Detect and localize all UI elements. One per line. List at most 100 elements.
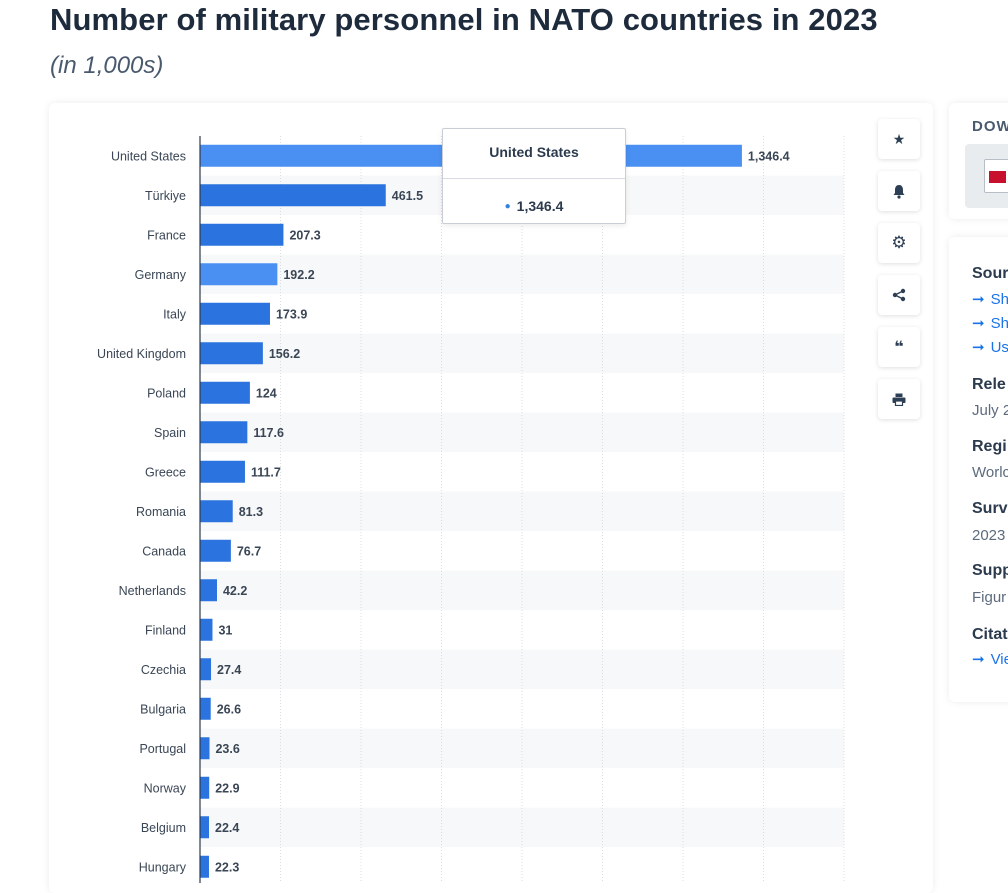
arrow-right-icon: ➞ (972, 315, 985, 332)
value-label: 23.6 (215, 742, 239, 756)
release-heading: Rele (972, 376, 1006, 393)
bell-icon (893, 184, 905, 199)
pdf-icon (984, 159, 1008, 193)
value-label: 124 (256, 386, 277, 400)
value-label: 27.4 (217, 663, 241, 677)
star-icon: ★ (892, 130, 906, 147)
tooltip-value: 1,346.4 (516, 198, 564, 214)
bar (200, 342, 263, 365)
chart-tooltip: United States ● 1,346.4 (442, 128, 626, 224)
value-label: 117.6 (253, 426, 284, 440)
value-label: 207.3 (289, 228, 320, 242)
print-button[interactable] (878, 379, 920, 419)
source-link-2[interactable]: ➞ Sh (972, 315, 1008, 332)
category-label: Romania (136, 505, 186, 519)
region-heading: Regi (972, 438, 1007, 455)
bar (200, 460, 245, 483)
category-label: France (147, 228, 186, 242)
share-icon (892, 288, 906, 302)
page-subtitle: (in 1,000s) (50, 52, 164, 79)
release-value: July 2 (972, 402, 1008, 419)
bar (200, 421, 248, 444)
bar (200, 618, 213, 641)
settings-button[interactable]: ⚙ (878, 223, 920, 263)
value-label: 42.2 (223, 584, 247, 598)
bar (200, 302, 270, 325)
value-label: 22.3 (215, 860, 239, 874)
page-title: Number of military personnel in NATO cou… (50, 2, 878, 37)
source-link-1[interactable]: ➞ Sh (972, 291, 1008, 308)
category-label: Czechia (141, 663, 186, 677)
arrow-right-icon: ➞ (972, 339, 985, 356)
tooltip-title: United States (489, 144, 579, 160)
category-label: Bulgaria (140, 702, 186, 716)
survey-value: 2023 (972, 527, 1006, 544)
value-label: 26.6 (217, 702, 241, 716)
value-label: 31 (218, 623, 232, 637)
category-label: Spain (154, 426, 186, 440)
favorite-button[interactable]: ★ (878, 119, 920, 159)
bar (200, 697, 211, 720)
value-label: 22.4 (215, 821, 239, 835)
bar (200, 500, 233, 523)
bar (200, 579, 217, 602)
bar (200, 776, 210, 799)
value-label: 111.7 (251, 465, 281, 479)
details-card: Sour ➞ Sh ➞ Sh ➞ Us Rele July 2 Regi Worlc … (949, 237, 1008, 702)
category-label: Portugal (139, 742, 186, 756)
bar (200, 855, 209, 878)
category-label: United States (111, 149, 186, 163)
bar (200, 184, 386, 207)
quote-icon: ❝ (894, 339, 904, 356)
category-label: Germany (135, 268, 187, 282)
value-label: 173.9 (276, 307, 307, 321)
share-button[interactable] (878, 275, 920, 315)
supplementary-value: Figur (972, 589, 1007, 606)
value-label: 156.2 (269, 347, 300, 361)
tooltip-value-row: ● 1,346.4 (443, 198, 625, 214)
bar (200, 539, 231, 562)
print-icon (892, 393, 906, 406)
bar (200, 381, 250, 404)
category-label: Türkiye (145, 189, 186, 203)
bar (200, 263, 278, 286)
value-label: 192.2 (283, 268, 314, 282)
tooltip-divider (443, 178, 625, 179)
arrow-right-icon: ➞ (972, 651, 985, 668)
citation-heading: Citat (972, 626, 1008, 643)
category-label: Italy (163, 307, 187, 321)
arrow-right-icon: ➞ (972, 291, 985, 308)
category-label: Finland (145, 623, 186, 637)
notification-button[interactable] (878, 171, 920, 211)
value-label: 22.9 (215, 781, 239, 795)
pdf-download-button[interactable] (965, 144, 1008, 208)
value-label: 81.3 (239, 505, 263, 519)
download-card: DOW (949, 103, 1008, 219)
category-label: Netherlands (119, 584, 186, 598)
citation-link[interactable]: ➞ Vie (972, 651, 1008, 668)
value-label: 461.5 (392, 189, 423, 203)
category-label: Norway (144, 781, 187, 795)
survey-heading: Surv (972, 500, 1008, 517)
category-label: Greece (145, 465, 186, 479)
category-label: Poland (147, 386, 186, 400)
source-heading: Sour (972, 265, 1008, 282)
cite-button[interactable]: ❝ (878, 327, 920, 367)
bar (200, 816, 210, 839)
download-label: DOW (972, 118, 1008, 135)
value-label: 1,346.4 (748, 149, 790, 163)
source-link-3[interactable]: ➞ Us (972, 339, 1008, 356)
gear-icon: ⚙ (891, 233, 907, 252)
category-label: Belgium (141, 821, 186, 835)
supplementary-heading: Supp (972, 562, 1008, 579)
series-dot-icon: ● (504, 201, 511, 212)
category-label: Hungary (139, 860, 187, 874)
region-value: Worlc (972, 464, 1008, 481)
value-label: 76.7 (237, 544, 261, 558)
bar (200, 658, 212, 681)
bar-chart: United States 1,346.4 Türkiye 461.5 France 20… (97, 136, 845, 883)
bar (200, 223, 284, 246)
bar (200, 737, 210, 760)
category-label: United Kingdom (97, 347, 186, 361)
chart-card: United States 1,346.4 Türkiye 461.5 France 20… (49, 103, 933, 893)
